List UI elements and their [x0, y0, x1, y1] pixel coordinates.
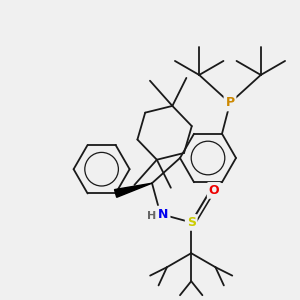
- Text: H: H: [147, 211, 156, 221]
- Text: N: N: [158, 208, 169, 220]
- Polygon shape: [115, 183, 152, 197]
- Text: O: O: [209, 184, 219, 197]
- Text: S: S: [187, 216, 196, 229]
- Text: P: P: [225, 97, 235, 110]
